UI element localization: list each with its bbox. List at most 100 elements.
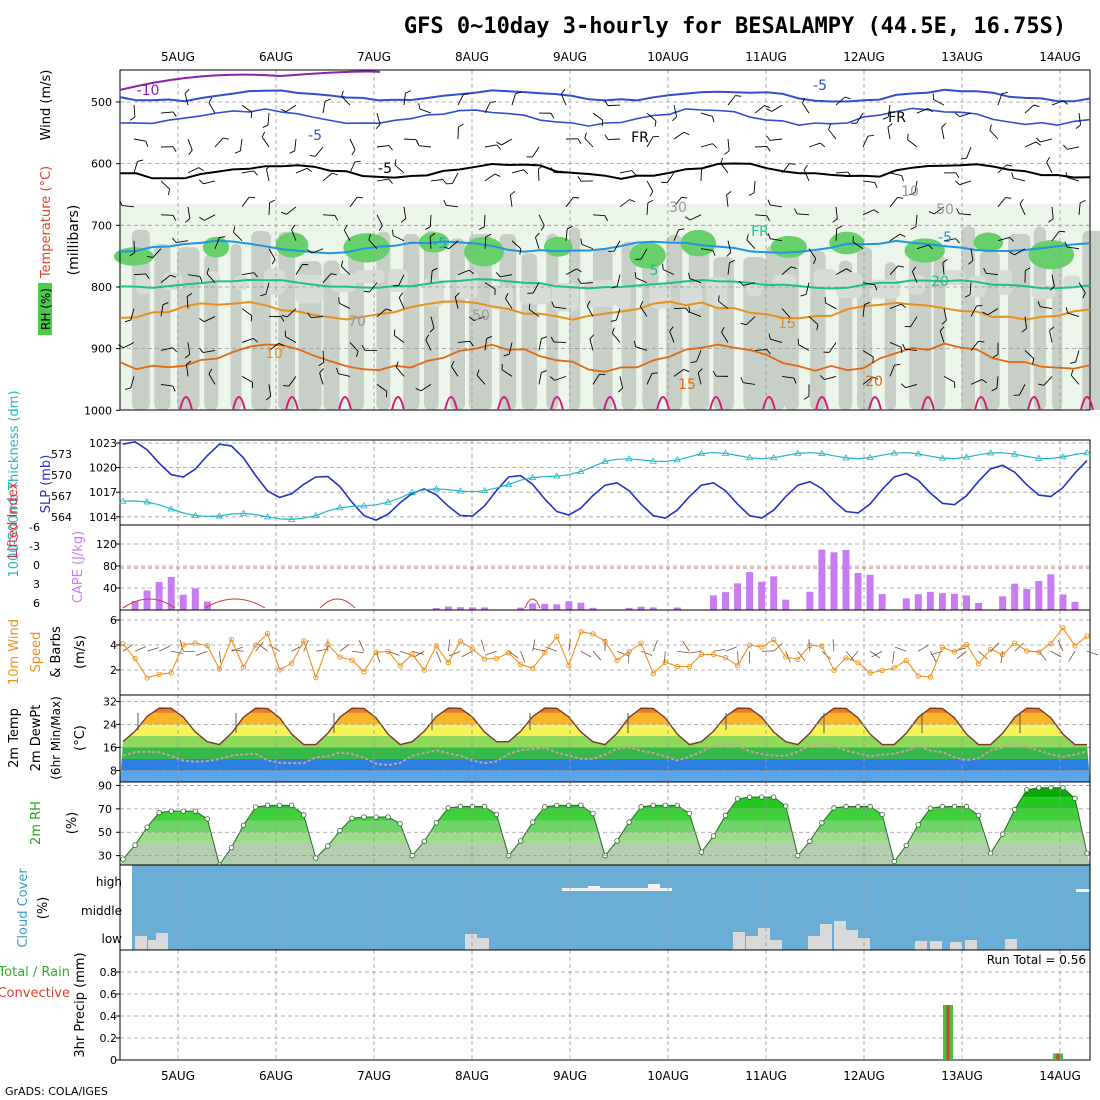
barb-staff (933, 98, 945, 106)
rh-marker (578, 802, 584, 809)
barb-staff (387, 650, 400, 656)
wind-speed-marker (951, 649, 958, 655)
barb-flag (340, 260, 344, 267)
barb-flag (651, 372, 658, 374)
wind-barb (1049, 326, 1055, 343)
wind10-barb (435, 651, 442, 663)
barb-staff (689, 650, 702, 654)
tick-label: 600 (91, 158, 112, 171)
wind-barb (662, 263, 675, 276)
cloud-low-block (758, 928, 770, 950)
barb-staff (889, 265, 899, 275)
barb-staff (1086, 650, 1099, 656)
barb-staff (718, 300, 729, 309)
wind-barb (1069, 350, 1080, 364)
barb-staff (322, 172, 333, 182)
wind-barb (1024, 267, 1031, 283)
rh-band (813, 269, 837, 289)
barb-flag (874, 182, 878, 189)
wind-barb (608, 240, 621, 252)
barb-flag (976, 305, 983, 307)
cape-bar (673, 607, 681, 610)
wind-barb (712, 370, 729, 377)
barb-staff (852, 241, 864, 250)
tick-label: 900 (91, 343, 112, 356)
barb-staff (403, 206, 407, 219)
barb-staff (511, 169, 524, 174)
barb-staff (889, 233, 901, 242)
barb-flag (395, 361, 399, 368)
barb-staff (910, 316, 918, 327)
barb-staff (666, 172, 675, 183)
barb-staff (869, 650, 881, 659)
barb-staff (970, 340, 979, 351)
rh-band (519, 284, 551, 305)
wind-barb (430, 267, 438, 283)
wind-barb (610, 308, 621, 322)
barb-flag (392, 229, 394, 236)
contour-25-loop (603, 396, 617, 411)
wind-barb (997, 197, 1012, 208)
rh-band (706, 277, 728, 307)
rh-band (263, 268, 286, 295)
barb-flag (688, 272, 691, 279)
barb-flag (354, 160, 361, 163)
barb-flag (334, 215, 339, 221)
barb-staff (997, 93, 1003, 106)
barb-staff (673, 104, 678, 117)
barb-staff (727, 262, 730, 275)
barb-flag (551, 301, 555, 308)
cape-bar (963, 595, 970, 610)
barb-flag (982, 311, 988, 316)
tick-label: 700 (91, 219, 112, 232)
barb-staff (454, 296, 459, 309)
contour-label: -5 (813, 78, 827, 94)
rh-band (836, 272, 863, 299)
barb-flag (852, 236, 854, 243)
wind-barb (611, 327, 621, 343)
tick-label: 30 (98, 850, 112, 863)
wind-barb (639, 301, 648, 317)
temp-band (120, 712, 1090, 725)
barb-staff (473, 316, 486, 321)
barb-staff (457, 269, 470, 276)
barb-flag (909, 192, 916, 196)
barb-flag (897, 197, 904, 199)
tick-label: 40 (103, 582, 117, 595)
barb-flag (927, 108, 934, 113)
wind10-barb (485, 650, 497, 656)
contour-25-loop (391, 396, 405, 411)
cape-bar (468, 607, 476, 610)
wind-barb (306, 248, 324, 254)
barb-staff (376, 178, 389, 182)
wind-barb (697, 368, 703, 385)
barb-flag (900, 383, 906, 389)
barb-flag (718, 295, 720, 302)
wind-barb (511, 240, 522, 255)
wind-barb (1024, 350, 1035, 365)
wind-barb (484, 233, 492, 249)
barb-staff (1043, 376, 1053, 386)
barb-flag (463, 93, 470, 95)
wind-barb (1035, 137, 1053, 143)
wind-barb (943, 238, 960, 244)
wind-speed-marker (132, 656, 138, 662)
lifted-index-line (524, 598, 541, 609)
barb-flag (137, 159, 144, 162)
wind-barb (322, 172, 338, 182)
wind-speed-marker (445, 660, 451, 666)
contour-minus5-lower (119, 107, 1091, 127)
barb-flag (125, 387, 131, 390)
wind-barb (766, 104, 783, 112)
contour-25-loop (1027, 396, 1041, 411)
rh-marker (903, 842, 909, 849)
contour-label: -5 (378, 161, 392, 177)
wind-barb (241, 170, 258, 176)
wind-barb (187, 167, 204, 174)
cloud-background (132, 865, 1090, 950)
tick-label: 0.4 (100, 1010, 118, 1023)
barb-staff (607, 138, 621, 140)
wind-barb (889, 363, 901, 377)
wind-barb (887, 123, 893, 140)
